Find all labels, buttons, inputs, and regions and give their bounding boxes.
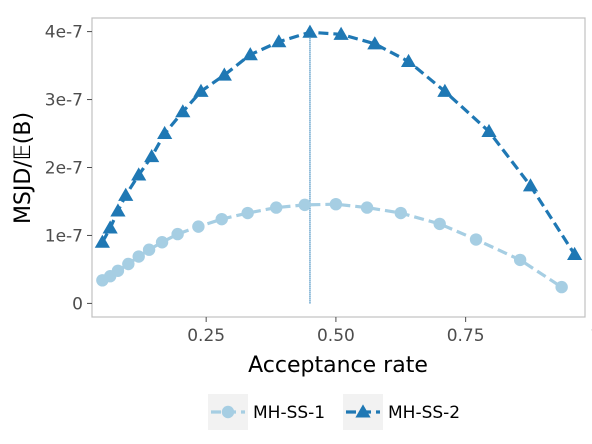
series-1: [96, 197, 568, 294]
x-tick-label: 1: [590, 326, 592, 346]
data-point: [329, 197, 343, 211]
series-line: [100, 30, 576, 256]
data-point: [481, 123, 497, 137]
data-point: [142, 243, 156, 256]
data-point: [94, 234, 110, 248]
data-point: [567, 246, 583, 260]
data-point: [175, 104, 191, 118]
legend: MH-SS-1 MH-SS-2: [208, 394, 460, 430]
legend-key-marker: [355, 404, 371, 418]
legend-label: MH-SS-1: [253, 403, 325, 423]
data-point: [118, 187, 134, 201]
y-axis-title: MSJD/𝔼(B): [11, 112, 36, 224]
y-tick-label: 4e-7: [45, 23, 83, 43]
data-point: [271, 34, 287, 48]
data-point: [171, 227, 184, 241]
x-axis-title: Acceptance rate: [248, 353, 428, 378]
data-point: [298, 198, 311, 212]
data-point: [215, 212, 228, 226]
legend-label: MH-SS-2: [388, 403, 460, 423]
x-axis: 0.25 0.50 0.75 1: [187, 317, 592, 346]
data-point: [333, 26, 349, 40]
data-point: [144, 149, 160, 163]
data-point: [193, 83, 209, 97]
data-point: [122, 257, 135, 271]
y-tick-label: 3e-7: [45, 91, 83, 111]
data-point: [192, 220, 205, 233]
data-point: [367, 36, 383, 50]
legend-key-marker: [221, 405, 235, 419]
y-tick-label: 2e-7: [45, 159, 83, 179]
series-layer: [94, 24, 583, 294]
data-point: [216, 67, 232, 81]
data-point: [155, 236, 169, 249]
data-point: [394, 206, 407, 220]
data-point: [433, 217, 446, 231]
data-point: [513, 253, 527, 267]
y-tick-label: 0: [72, 294, 83, 314]
x-tick-label: 0.25: [187, 326, 225, 346]
legend-item: MH-SS-1: [208, 394, 325, 430]
data-point: [400, 53, 417, 67]
x-tick-label: 0.75: [447, 326, 485, 346]
data-point: [242, 47, 258, 61]
y-tick-label: 1e-7: [45, 226, 83, 246]
x-tick-label: 0.50: [317, 326, 355, 346]
data-point: [131, 167, 147, 181]
panel-background: [91, 17, 586, 318]
data-point: [157, 125, 173, 140]
legend-item: MH-SS-2: [343, 394, 460, 430]
data-point: [110, 203, 126, 217]
data-point: [270, 201, 283, 214]
data-point: [437, 83, 453, 97]
data-point: [469, 233, 483, 246]
data-point: [302, 24, 318, 38]
data-point: [102, 220, 118, 234]
data-point: [111, 264, 125, 277]
data-point: [360, 201, 374, 214]
y-axis: 0 1e-7 2e-7 3e-7 4e-7: [45, 23, 92, 314]
data-point: [522, 178, 539, 192]
data-point: [241, 206, 254, 220]
series-2: [94, 24, 583, 260]
data-point: [132, 250, 145, 263]
data-point: [555, 280, 568, 294]
